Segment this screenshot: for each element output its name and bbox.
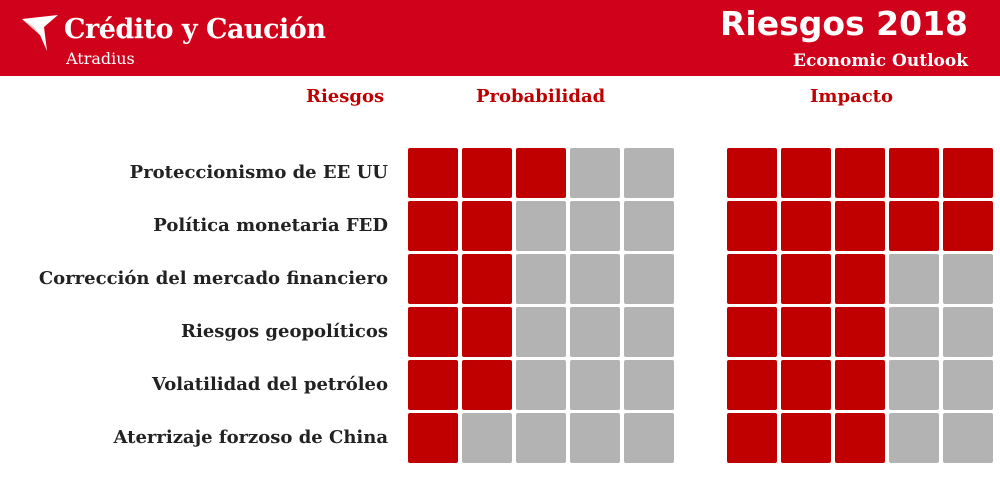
impact-cell-empty <box>889 254 939 304</box>
probability-cell-empty <box>570 360 620 410</box>
brand-sub: Atradius <box>66 49 135 68</box>
impact-cell-filled <box>889 148 939 198</box>
impact-cell-empty <box>943 360 993 410</box>
probability-cell-empty <box>624 148 674 198</box>
impact-cell-empty <box>943 254 993 304</box>
probability-cell-empty <box>624 307 674 357</box>
page-title: Riesgos 2018 <box>719 4 968 43</box>
row-label: Aterrizaje forzoso de China <box>113 427 388 448</box>
probability-cell-empty <box>570 413 620 463</box>
row-label: Volatilidad del petróleo <box>151 374 388 395</box>
probability-cell-empty <box>570 201 620 251</box>
header-banner: Crédito y Caución Atradius Riesgos 2018 … <box>0 0 1000 76</box>
impact-cell-filled <box>835 254 885 304</box>
probability-cell-empty <box>516 307 566 357</box>
probability-cell-filled <box>408 254 458 304</box>
impact-cell-empty <box>943 307 993 357</box>
probability-cell-empty <box>516 360 566 410</box>
probability-cell-filled <box>516 148 566 198</box>
impact-cell-filled <box>781 254 831 304</box>
probability-cell-empty <box>624 413 674 463</box>
probability-cell-filled <box>408 148 458 198</box>
impact-cell-filled <box>835 148 885 198</box>
page-subtitle: Economic Outlook <box>793 51 968 71</box>
probability-cell-filled <box>462 360 512 410</box>
row-label: Política monetaria FED <box>153 215 388 236</box>
logo-icon <box>22 15 58 51</box>
impact-cell-empty <box>889 307 939 357</box>
impact-cell-filled <box>889 201 939 251</box>
probability-cell-filled <box>408 307 458 357</box>
column-header-probability: Probabilidad <box>476 86 606 107</box>
row-label: Corrección del mercado financiero <box>38 268 388 289</box>
impact-cell-filled <box>835 201 885 251</box>
probability-cell-filled <box>462 307 512 357</box>
probability-cell-empty <box>570 307 620 357</box>
impact-cell-empty <box>889 360 939 410</box>
impact-cell-filled <box>835 413 885 463</box>
impact-cell-filled <box>781 413 831 463</box>
column-header-impact: Impacto <box>810 86 893 107</box>
impact-cell-empty <box>889 413 939 463</box>
impact-cell-filled <box>727 360 777 410</box>
impact-cell-filled <box>781 307 831 357</box>
probability-cell-empty <box>462 413 512 463</box>
row-label: Riesgos geopolíticos <box>181 321 388 342</box>
probability-cell-filled <box>408 360 458 410</box>
impact-cell-filled <box>835 360 885 410</box>
impact-cell-filled <box>943 148 993 198</box>
probability-cell-empty <box>516 413 566 463</box>
probability-cell-empty <box>570 254 620 304</box>
impact-cell-filled <box>835 307 885 357</box>
impact-cell-filled <box>943 201 993 251</box>
probability-cell-filled <box>462 254 512 304</box>
probability-cell-filled <box>462 148 512 198</box>
impact-cell-filled <box>727 413 777 463</box>
brand-name: Crédito y Caución <box>64 14 326 45</box>
probability-cell-empty <box>516 201 566 251</box>
impact-cell-empty <box>943 413 993 463</box>
probability-cell-empty <box>516 254 566 304</box>
probability-cell-empty <box>624 254 674 304</box>
impact-cell-filled <box>727 148 777 198</box>
probability-cell-filled <box>408 413 458 463</box>
impact-cell-filled <box>781 148 831 198</box>
column-header-risks: Riesgos <box>306 86 385 107</box>
impact-cell-filled <box>727 201 777 251</box>
probability-cell-empty <box>624 201 674 251</box>
impact-cell-filled <box>727 307 777 357</box>
probability-cell-filled <box>462 201 512 251</box>
probability-cell-empty <box>624 360 674 410</box>
impact-cell-filled <box>727 254 777 304</box>
impact-cell-filled <box>781 360 831 410</box>
probability-cell-filled <box>408 201 458 251</box>
probability-cell-empty <box>570 148 620 198</box>
impact-cell-filled <box>781 201 831 251</box>
row-label: Proteccionismo de EE UU <box>129 162 388 183</box>
